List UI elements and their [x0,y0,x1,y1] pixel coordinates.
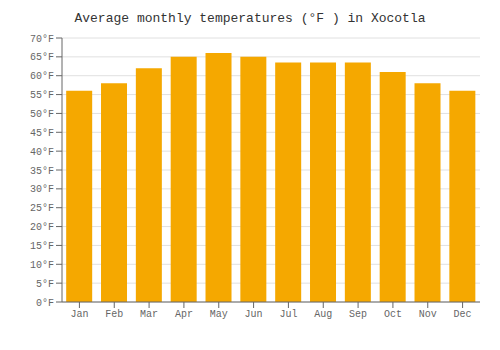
svg-text:65°F: 65°F [30,52,54,63]
svg-text:Dec: Dec [454,309,472,320]
svg-text:Oct: Oct [384,309,402,320]
svg-text:30°F: 30°F [30,184,54,195]
svg-text:5°F: 5°F [36,279,54,290]
svg-text:Nov: Nov [419,309,437,320]
svg-text:10°F: 10°F [30,260,54,271]
svg-text:25°F: 25°F [30,203,54,214]
html-text:Average monthly temperatures (: Average monthly temperatures (°F ) in Xo… [74,11,426,26]
svg-text:70°F: 70°F [30,34,54,45]
svg-text:May: May [210,309,228,320]
svg-text:55°F: 55°F [30,90,54,101]
svg-text:35°F: 35°F [30,166,54,177]
svg-text:Jan: Jan [70,309,88,320]
svg-text:60°F: 60°F [30,71,54,82]
svg-text:50°F: 50°F [30,109,54,120]
svg-text:Aug: Aug [314,309,332,320]
svg-text:Jul: Jul [279,309,297,320]
svg-text:45°F: 45°F [30,128,54,139]
svg-text:Apr: Apr [175,309,193,320]
svg-text:20°F: 20°F [30,222,54,233]
svg-text:15°F: 15°F [30,241,54,252]
svg-text:Feb: Feb [105,309,123,320]
svg-text:Jun: Jun [245,309,263,320]
svg-text:Mar: Mar [140,309,158,320]
svg-text:Sep: Sep [349,309,367,320]
svg-text:0°F: 0°F [36,298,54,309]
svg-text:40°F: 40°F [30,147,54,158]
